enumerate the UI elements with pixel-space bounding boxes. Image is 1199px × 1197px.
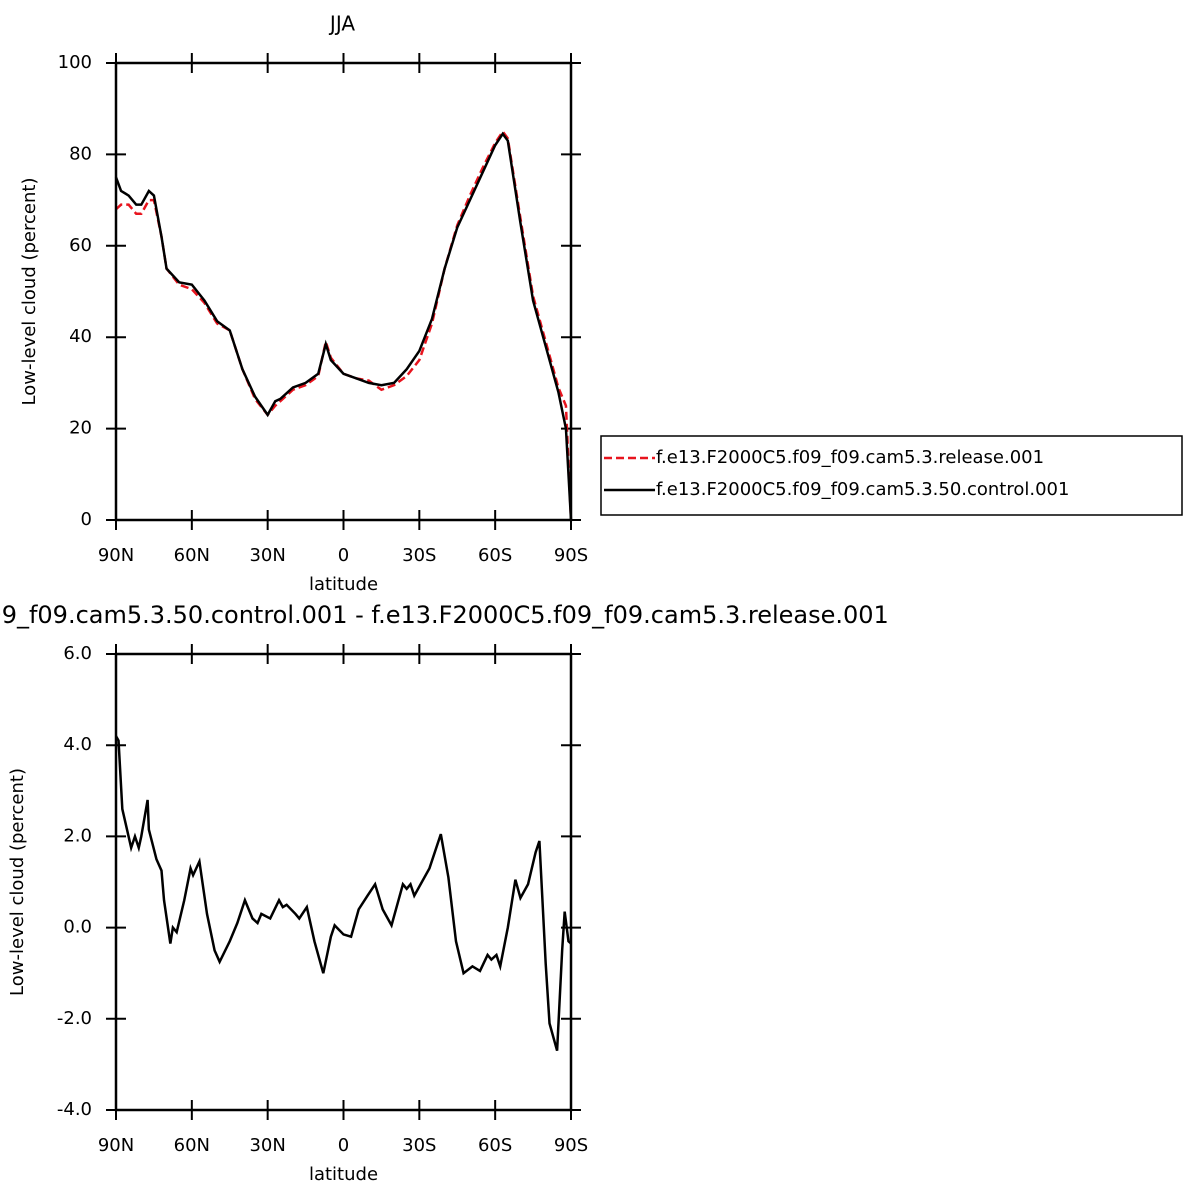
series-line xyxy=(114,131,573,521)
x-tick-label: 90S xyxy=(554,545,588,566)
y-tick-label: 40 xyxy=(69,326,92,347)
y-tick-label: 2.0 xyxy=(63,825,92,846)
y-tick-label: 20 xyxy=(69,418,92,439)
x-tick-label: 90N xyxy=(98,545,134,566)
y-axis-label: Low-level cloud (percent) xyxy=(19,178,40,406)
x-tick-label: 30S xyxy=(402,545,436,566)
series-line xyxy=(115,129,573,521)
plot-frame xyxy=(114,652,573,1112)
x-tick-label: 60N xyxy=(174,1135,210,1156)
y-axis-label: Low-level cloud (percent) xyxy=(7,768,28,996)
x-tick-label: 90S xyxy=(554,1135,588,1156)
x-tick-label: 60S xyxy=(478,545,512,566)
y-tick-label: 60 xyxy=(69,235,92,256)
legend-box xyxy=(600,435,1183,516)
y-tick-label: 4.0 xyxy=(63,734,92,755)
x-tick-label: 90N xyxy=(98,1135,134,1156)
y-tick-label: 100 xyxy=(58,52,92,73)
y-tick-label: -4.0 xyxy=(57,1099,92,1120)
x-tick-label: 30N xyxy=(249,1135,285,1156)
y-tick-label: 6.0 xyxy=(63,643,92,664)
y-tick-label: 0.0 xyxy=(63,917,92,938)
chart-title: JJA xyxy=(328,12,355,36)
series-line xyxy=(114,735,572,1052)
x-tick-label: 60N xyxy=(174,545,210,566)
x-axis-label: latitude xyxy=(309,574,378,595)
x-axis-label: latitude xyxy=(309,1164,378,1185)
y-tick-label: -2.0 xyxy=(57,1008,92,1029)
plot-frame xyxy=(114,61,573,522)
x-tick-label: 0 xyxy=(338,1135,349,1156)
chart-title: f.e13.F2000C5.f09_f09.cam5.3.50.control.… xyxy=(0,601,889,629)
x-tick-label: 30N xyxy=(249,545,285,566)
legend-label: f.e13.F2000C5.f09_f09.cam5.3.50.control.… xyxy=(656,479,1069,500)
y-tick-label: 80 xyxy=(69,143,92,164)
legend-label: f.e13.F2000C5.f09_f09.cam5.3.release.001 xyxy=(656,447,1044,468)
x-tick-label: 30S xyxy=(402,1135,436,1156)
y-tick-label: 0 xyxy=(81,509,92,530)
x-tick-label: 0 xyxy=(338,545,349,566)
x-tick-label: 60S xyxy=(478,1135,512,1156)
